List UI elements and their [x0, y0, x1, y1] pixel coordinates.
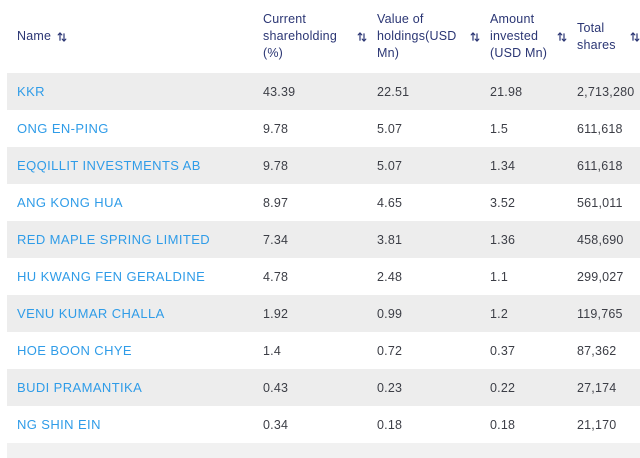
cell-value-of-holdings: 0.72: [377, 343, 403, 358]
shareholder-name-link[interactable]: NG SHIN EIN: [17, 417, 101, 432]
table-body: KKR 43.39 22.51 21.98 2,713,280 ONG EN-P…: [0, 73, 640, 443]
column-header-label: Total shares: [577, 20, 616, 52]
table-row: KKR 43.39 22.51 21.98 2,713,280: [7, 73, 640, 110]
cell-name: HU KWANG FEN GERALDINE: [7, 269, 253, 284]
cell-amount-invested: 3.52: [490, 195, 516, 210]
shareholder-name-link[interactable]: HU KWANG FEN GERALDINE: [17, 269, 206, 284]
cell-amount-invested: 0.22: [490, 380, 516, 395]
cell-total-shares: 561,011: [577, 195, 623, 210]
column-header-name[interactable]: Name: [7, 28, 253, 45]
table-row: BUDI PRAMANTIKA 0.43 0.23 0.22 27,174: [7, 369, 640, 406]
table-row: EQQILLIT INVESTMENTS AB 9.78 5.07 1.34 6…: [7, 147, 640, 184]
shareholder-name-link[interactable]: ANG KONG HUA: [17, 195, 123, 210]
cell-total-shares: 611,618: [577, 121, 623, 136]
cell-value-of-holdings: 0.99: [377, 306, 403, 321]
cell-current-shareholding: 0.34: [263, 417, 289, 432]
cell-current-shareholding: 0.43: [263, 380, 289, 395]
column-header-amount-invested[interactable]: Amount invested (USD Mn): [480, 11, 567, 62]
table-header: Name Current shareholding (%) Value of h…: [0, 0, 640, 73]
sort-icon: [557, 31, 567, 42]
cell-current-shareholding: 1.92: [263, 306, 289, 321]
cell-total-shares: 119,765: [577, 306, 623, 321]
shareholder-name-link[interactable]: ONG EN-PING: [17, 121, 109, 136]
column-header-label: Name: [17, 29, 52, 43]
cell-current-shareholding: 7.34: [263, 232, 289, 247]
cell-name: VENU KUMAR CHALLA: [7, 306, 253, 321]
table-row: VENU KUMAR CHALLA 1.92 0.99 1.2 119,765: [7, 295, 640, 332]
table-row: HOE BOON CHYE 1.4 0.72 0.37 87,362: [7, 332, 640, 369]
cell-amount-invested: 1.34: [490, 158, 516, 173]
cell-name: ONG EN-PING: [7, 121, 253, 136]
cell-total-shares: 21,170: [577, 417, 617, 432]
cell-current-shareholding: 4.78: [263, 269, 289, 284]
cell-amount-invested: 0.18: [490, 417, 516, 432]
cell-value-of-holdings: 2.48: [377, 269, 403, 284]
table-row-partial: [7, 443, 640, 458]
cell-value-of-holdings: 22.51: [377, 84, 410, 99]
cell-name: EQQILLIT INVESTMENTS AB: [7, 158, 253, 173]
shareholder-name-link[interactable]: VENU KUMAR CHALLA: [17, 306, 165, 321]
cell-total-shares: 458,690: [577, 232, 624, 247]
cell-total-shares: 2,713,280: [577, 84, 635, 99]
cell-value-of-holdings: 5.07: [377, 158, 403, 173]
cell-amount-invested: 1.5: [490, 121, 508, 136]
cell-name: KKR: [7, 84, 253, 99]
cell-name: HOE BOON CHYE: [7, 343, 253, 358]
cell-amount-invested: 0.37: [490, 343, 516, 358]
cell-current-shareholding: 8.97: [263, 195, 289, 210]
cell-amount-invested: 1.2: [490, 306, 508, 321]
cell-current-shareholding: 1.4: [263, 343, 281, 358]
shareholder-name-link[interactable]: BUDI PRAMANTIKA: [17, 380, 143, 395]
shareholder-name-link[interactable]: RED MAPLE SPRING LIMITED: [17, 232, 211, 247]
cell-name: RED MAPLE SPRING LIMITED: [7, 232, 253, 247]
cell-name: NG SHIN EIN: [7, 417, 253, 432]
sort-icon: [357, 31, 367, 42]
shareholder-name-link[interactable]: EQQILLIT INVESTMENTS AB: [17, 158, 201, 173]
column-header-current-shareholding[interactable]: Current shareholding (%): [253, 11, 367, 62]
sort-icon: [630, 31, 640, 42]
cell-total-shares: 27,174: [577, 380, 617, 395]
column-header-value-of-holdings[interactable]: Value of holdings(USD Mn): [367, 11, 480, 62]
cell-amount-invested: 1.36: [490, 232, 516, 247]
shareholder-name-link[interactable]: KKR: [17, 84, 45, 99]
column-header-label: Value of holdings(USD Mn): [377, 12, 457, 60]
table-row: ONG EN-PING 9.78 5.07 1.5 611,618: [7, 110, 640, 147]
cell-value-of-holdings: 0.18: [377, 417, 403, 432]
table-row: HU KWANG FEN GERALDINE 4.78 2.48 1.1 299…: [7, 258, 640, 295]
sort-icon: [57, 31, 67, 42]
cell-value-of-holdings: 0.23: [377, 380, 403, 395]
column-header-label: Current shareholding (%): [263, 12, 337, 60]
cell-name: BUDI PRAMANTIKA: [7, 380, 253, 395]
table-row: NG SHIN EIN 0.34 0.18 0.18 21,170: [7, 406, 640, 443]
table-row: ANG KONG HUA 8.97 4.65 3.52 561,011: [7, 184, 640, 221]
cell-total-shares: 87,362: [577, 343, 617, 358]
cell-value-of-holdings: 3.81: [377, 232, 403, 247]
cell-current-shareholding: 43.39: [263, 84, 296, 99]
cell-current-shareholding: 9.78: [263, 158, 289, 173]
sort-icon: [470, 31, 480, 42]
cell-amount-invested: 21.98: [490, 84, 523, 99]
cell-value-of-holdings: 5.07: [377, 121, 403, 136]
cell-amount-invested: 1.1: [490, 269, 508, 284]
shareholder-name-link[interactable]: HOE BOON CHYE: [17, 343, 132, 358]
table-row: RED MAPLE SPRING LIMITED 7.34 3.81 1.36 …: [7, 221, 640, 258]
cell-current-shareholding: 9.78: [263, 121, 289, 136]
cell-total-shares: 611,618: [577, 158, 623, 173]
column-header-label: Amount invested (USD Mn): [490, 12, 548, 60]
cell-total-shares: 299,027: [577, 269, 624, 284]
cell-value-of-holdings: 4.65: [377, 195, 403, 210]
cell-name: ANG KONG HUA: [7, 195, 253, 210]
column-header-total-shares[interactable]: Total shares: [567, 20, 640, 54]
